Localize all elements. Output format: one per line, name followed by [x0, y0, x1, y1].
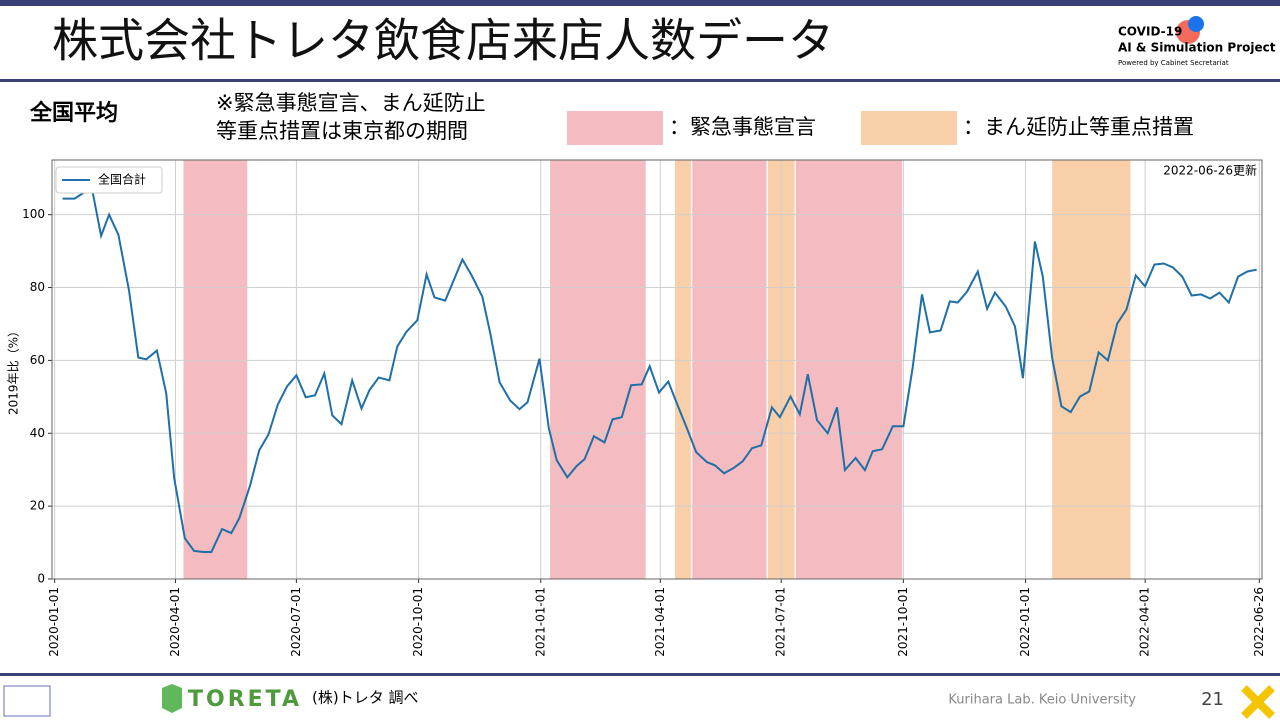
logo-text: AI & Simulation Project: [1118, 41, 1276, 55]
source: (株)トレタ 調べ: [312, 689, 418, 707]
y-tick-label: 100: [22, 207, 45, 221]
note: ※緊急事態宣言、まん延防止: [216, 91, 486, 115]
period-band: [674, 160, 691, 579]
x-tick-label: 2022-06-26: [1252, 587, 1266, 657]
logo-text: COVID-19: [1118, 25, 1182, 39]
x-tick-label: 2021-04-01: [653, 587, 667, 657]
x-tick-label: 2021-07-01: [774, 587, 788, 657]
x-tick-label: 2021-01-01: [533, 587, 547, 657]
corner-logo: [1241, 685, 1275, 719]
period-legend: ：緊急事態宣言 ：まん延防止等重点措置: [567, 111, 1194, 145]
series-line: [62, 186, 1257, 553]
y-axis-label: 2019年比（%）: [7, 325, 21, 415]
period-band: [692, 160, 767, 579]
plot-frame: [51, 159, 1263, 580]
slide-title: 株式会社トレタ飲食店来店人数データ: [52, 14, 834, 68]
note: 等重点措置は東京都の期間: [216, 119, 468, 143]
section-label: 全国平均: [29, 100, 118, 126]
lab-logo: [3, 685, 51, 717]
x-tick-label: 2020-10-01: [411, 587, 425, 657]
legend-label: 全国合計: [98, 172, 146, 187]
period-band: [550, 160, 646, 579]
period-swatch: [567, 111, 663, 145]
annotation: 2022-06-26更新: [1163, 163, 1257, 178]
brand-logo: [162, 684, 182, 713]
top-bar: [0, 0, 1280, 6]
y-tick-label: 80: [30, 280, 45, 294]
x-tick-label: 2020-01-01: [47, 587, 61, 657]
page-number: 21: [1201, 689, 1224, 710]
period-label: ：緊急事態宣言: [669, 115, 816, 139]
period-band: [1052, 160, 1131, 579]
period-label: ：まん延防止等重点措置: [963, 115, 1194, 139]
period-band: [183, 160, 248, 579]
legend-box: [55, 166, 163, 194]
x-tick-label: 2020-07-01: [289, 587, 303, 657]
lab-name: Kurihara Lab. Keio University: [948, 693, 1136, 708]
y-tick-label: 40: [30, 426, 45, 440]
header-rule: [0, 79, 1280, 82]
chart: 0 20 40 60 80 100 2020-01-01 2020-04-01 2020-07-…: [22, 159, 1266, 657]
footer-rule: [0, 673, 1280, 676]
period-swatch: [861, 111, 957, 145]
x-tick-label: 2020-04-01: [168, 587, 182, 657]
y-tick-label: 60: [30, 353, 45, 367]
y-tick-label: 20: [30, 499, 45, 513]
x-tick-label: 2021-10-01: [896, 587, 910, 657]
logo-dot: [1188, 16, 1204, 32]
x-tick-label: 2022-01-01: [1018, 587, 1032, 657]
brand-name: TORETA: [188, 687, 302, 712]
period-band: [795, 160, 903, 579]
y-tick-label: 0: [37, 572, 45, 586]
logo-text: Powered by Cabinet Secretariat: [1118, 59, 1229, 67]
x-tick-label: 2022-04-01: [1138, 587, 1152, 657]
